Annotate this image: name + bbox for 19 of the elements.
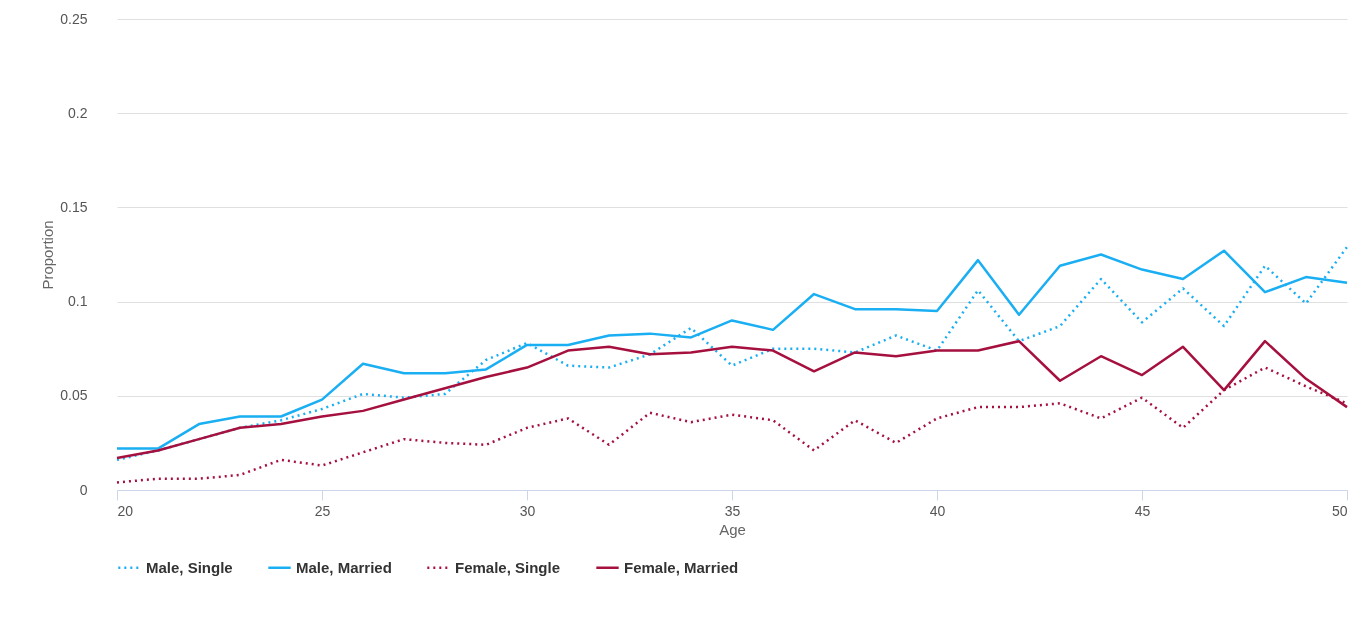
legend-label: Male, Married — [296, 558, 392, 576]
x-tick-label: 30 — [519, 502, 536, 519]
x-tick-label: 35 — [724, 502, 741, 519]
x-tick-label: 40 — [929, 502, 946, 519]
y-tick-label: 0 — [79, 481, 88, 498]
y-tick-label: 0.1 — [68, 293, 88, 310]
legend-label: Male, Single — [146, 558, 233, 576]
legend-label: Female, Single — [455, 558, 561, 576]
legend-label: Female, Married — [624, 558, 739, 576]
y-tick-label: 0.25 — [60, 10, 88, 27]
x-axis-title: Age — [719, 520, 746, 538]
y-tick-label: 0.2 — [68, 104, 88, 121]
x-tick-label: 50 — [1331, 502, 1348, 519]
x-tick-label: 25 — [314, 502, 331, 519]
x-tick-label: 20 — [117, 502, 134, 519]
y-tick-label: 0.15 — [60, 198, 88, 215]
x-tick-label: 45 — [1134, 502, 1151, 519]
y-tick-label: 0.05 — [60, 387, 88, 404]
y-axis-title: Proportion — [39, 220, 57, 290]
